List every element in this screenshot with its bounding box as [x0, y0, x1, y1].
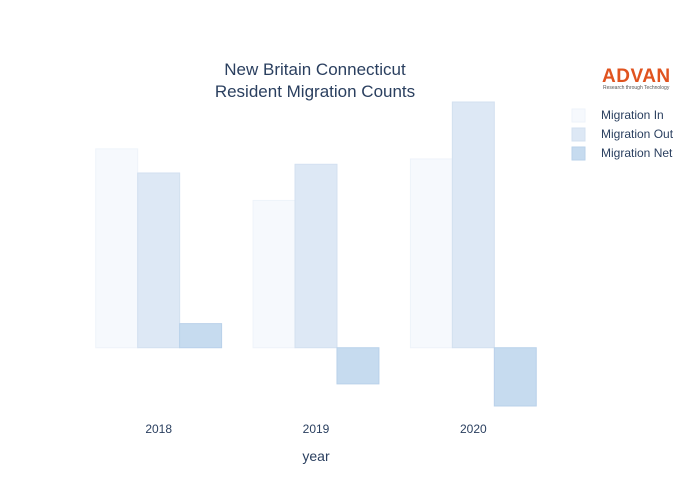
legend-item-migration-in[interactable]: Migration In [571, 108, 664, 123]
legend-label: Migration Out [601, 127, 674, 141]
bar-migration-net-2018[interactable] [179, 323, 223, 349]
bar-migration-net-2019[interactable] [336, 347, 380, 385]
legend[interactable]: Migration In Migration Out Migration Net [571, 108, 674, 161]
advan-logo: ADVAN Research through Technology [602, 66, 671, 91]
chart-title-line-2: Resident Migration Counts [215, 82, 415, 101]
legend-label: Migration In [601, 108, 664, 122]
bar-migration-in-2018[interactable] [95, 148, 139, 349]
legend-swatch [571, 146, 586, 161]
x-tick-label-2020: 2020 [460, 422, 487, 436]
legend-swatch [571, 127, 586, 142]
chart-title-line-1: New Britain Connecticut [224, 60, 406, 79]
legend-swatch [571, 108, 586, 123]
bar-migration-out-2020[interactable] [451, 101, 495, 349]
bar-migration-out-2019[interactable] [294, 163, 338, 349]
chart-title: New Britain Connecticut Resident Migrati… [215, 60, 415, 101]
bar-migration-out-2018[interactable] [137, 172, 181, 349]
x-axis-title: year [302, 448, 330, 464]
bar-migration-in-2019[interactable] [252, 199, 296, 349]
bar-migration-in-2020[interactable] [409, 158, 453, 349]
logo-wordmark: ADVAN [602, 66, 671, 87]
x-tick-label-2018: 2018 [145, 422, 172, 436]
legend-item-migration-out[interactable]: Migration Out [571, 127, 674, 142]
legend-label: Migration Net [601, 146, 673, 160]
logo-tagline: Research through Technology [603, 85, 670, 91]
x-axis-ticks: 2018 2019 2020 [145, 422, 487, 436]
x-tick-label-2019: 2019 [303, 422, 330, 436]
bar-migration-net-2020[interactable] [493, 347, 537, 407]
legend-item-migration-net[interactable]: Migration Net [571, 146, 673, 161]
bars-layer [95, 101, 537, 407]
